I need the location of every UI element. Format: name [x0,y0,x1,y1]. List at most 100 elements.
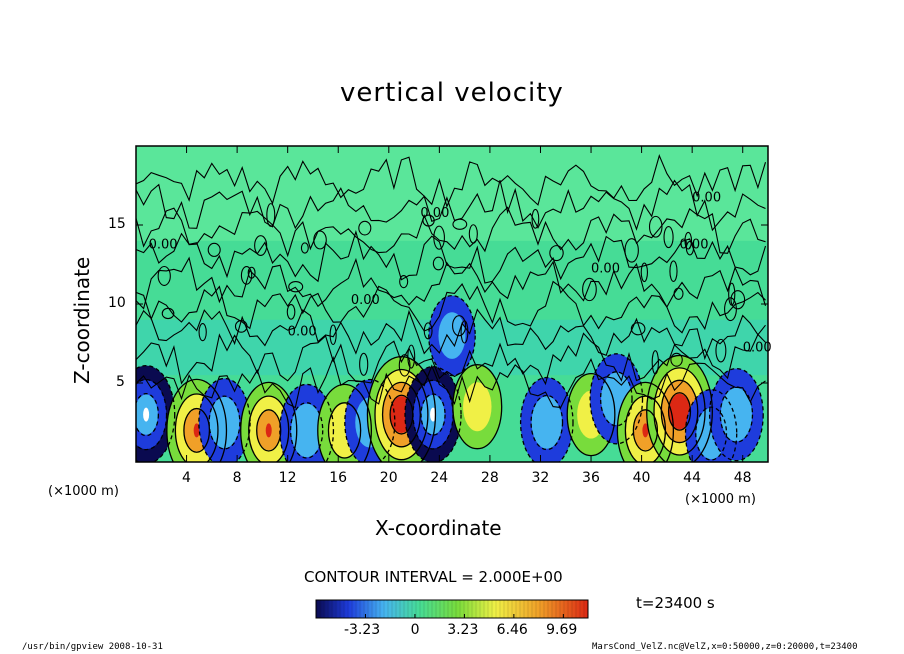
time-label: t=23400 s [636,594,715,612]
contour-line [428,294,476,377]
x-tick-label: 44 [683,470,701,486]
x-tick-label: 32 [531,470,550,486]
contour-line [256,409,282,452]
contour-line [166,378,228,462]
x-tick-label: 12 [278,470,297,486]
contour-line [344,378,396,462]
colorbar-tick-label: 0 [410,622,420,638]
heatmap-cell [428,295,476,376]
contour-line [632,409,659,452]
y-tick-label: 15 [108,216,126,232]
chart-title: vertical velocity [340,78,564,108]
x-axis-label: X-coordinate [375,516,502,540]
small-contour [728,282,736,306]
small-contour [730,290,746,310]
contour-line [374,368,429,461]
small-contour [468,224,478,244]
contour-line [404,365,462,462]
small-contour [198,323,207,342]
small-contour [673,287,684,300]
small-contour [685,240,695,256]
small-contour [359,352,369,376]
contour-interval-label: CONTOUR INTERVAL = 2.000E+00 [304,568,563,586]
contour-line [589,353,644,445]
contour-line [208,395,241,450]
small-contour [286,304,296,320]
small-contour [432,256,445,271]
small-contour [240,265,253,285]
heatmap-cell [198,378,251,462]
contour-line [708,367,764,462]
colorbar-tick-label: 3.23 [447,622,479,638]
small-contour [234,320,248,333]
small-contour [684,231,693,250]
contour-line [420,393,446,436]
small-contour [161,307,175,320]
x-tick-label: 24 [430,470,449,486]
small-contour [452,218,468,230]
contour-label: 0.00 [420,206,449,221]
x-tick-label: 20 [379,470,398,486]
contour-label: 0.00 [692,190,721,205]
small-contour [266,203,276,227]
small-contour [254,235,268,256]
zero-contour [136,280,766,334]
small-contour [423,322,433,340]
x-tick-label: 48 [733,470,752,486]
contour-label: 0.00 [288,325,317,340]
contour-line [136,378,168,451]
small-contour [288,281,304,293]
contour-line [646,354,713,462]
y-tick-label: 5 [116,374,125,390]
contour-line [198,377,251,462]
contour-label: 0.00 [149,238,178,253]
small-contour [669,260,678,283]
contour-line [174,393,219,462]
contour-line [616,381,675,462]
y-tick-label: 10 [108,295,126,311]
small-contour [640,262,649,283]
contour-label: 0.00 [591,261,620,276]
small-contour [549,245,564,262]
small-contour [452,315,467,337]
contour-line [719,386,754,443]
small-contour [313,230,327,250]
x-unit-left: (×1000 m) [48,484,119,499]
small-contour [651,350,659,375]
x-tick-label: 4 [182,470,191,486]
small-contour [670,352,683,367]
small-contour [624,238,639,263]
contour-line [279,383,335,462]
x-tick-label: 40 [632,470,651,486]
x-unit-right: (×1000 m) [685,492,756,507]
contour-line [240,381,298,462]
contour-line [695,406,728,461]
zero-contour [136,179,766,232]
footer-left: /usr/bin/gpview 2008-10-31 [22,642,163,652]
x-tick-label: 8 [232,470,242,486]
contour-line [653,367,706,456]
colorbar-tick-label: 6.46 [496,622,528,638]
y-axis-label: Z-coordinate [70,256,94,384]
small-contour [724,297,737,322]
heatmap-cell [136,365,175,462]
contour-label: 0.00 [351,293,380,308]
small-contour [715,338,727,363]
small-contour [531,208,540,229]
contour-line [248,395,290,462]
zero-contour [136,332,766,386]
heatmap-cell [520,377,573,462]
contour-label: 0.00 [743,340,772,355]
small-contour [157,265,171,286]
contour-line [317,383,373,462]
zero-contour [136,154,767,209]
small-contour [663,226,674,249]
contour-line [452,364,503,450]
contour-label: 0.00 [680,238,709,253]
contour-line [684,388,738,462]
small-contour [422,214,435,227]
footer-right: MarsCond_VelZ.nc@VelZ,x=0:50000,z=0:2000… [592,642,858,652]
zero-contour [136,206,766,258]
